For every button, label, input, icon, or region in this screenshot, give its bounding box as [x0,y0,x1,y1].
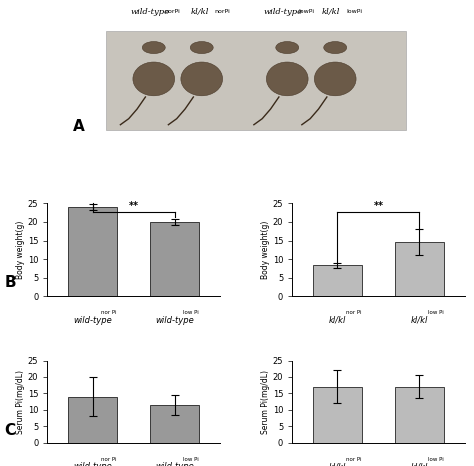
Bar [150,222,199,296]
Bar [106,31,406,130]
Text: B: B [5,275,17,290]
Text: kl/kl: kl/kl [328,462,346,466]
Y-axis label: Body weight(g): Body weight(g) [16,221,25,279]
Text: nor Pi: nor Pi [101,457,117,462]
Text: norPi: norPi [215,9,230,14]
Text: A: A [73,119,84,134]
Text: norPi: norPi [164,9,181,14]
Ellipse shape [324,41,346,54]
Text: nor Pi: nor Pi [346,310,362,315]
Text: low Pi: low Pi [183,457,199,462]
Ellipse shape [190,41,213,54]
Text: kl/kl: kl/kl [410,316,428,325]
Bar [395,242,444,296]
Ellipse shape [142,41,165,54]
Text: low Pi: low Pi [183,310,199,315]
Ellipse shape [133,62,174,96]
Text: C: C [5,423,16,438]
Text: kl/kl: kl/kl [322,8,340,16]
Text: wild-type: wild-type [130,8,169,16]
Text: nor Pi: nor Pi [101,310,117,315]
Text: wild-type: wild-type [73,316,112,325]
Bar [150,405,199,443]
Text: wild-type: wild-type [264,8,302,16]
Text: kl/kl: kl/kl [191,8,209,16]
Text: **: ** [128,200,138,211]
Text: wild-type: wild-type [155,316,194,325]
Ellipse shape [276,41,299,54]
Text: wild-type: wild-type [155,462,194,466]
Text: lowPi: lowPi [346,9,362,14]
Bar [68,207,117,296]
Text: kl/kl: kl/kl [410,462,428,466]
Bar [313,266,362,296]
Ellipse shape [314,62,356,96]
Bar [68,397,117,443]
Y-axis label: Body weight(g): Body weight(g) [261,221,270,279]
Ellipse shape [266,62,308,96]
Bar [395,387,444,443]
Text: kl/kl: kl/kl [328,316,346,325]
Text: low Pi: low Pi [428,310,444,315]
Bar [313,387,362,443]
Ellipse shape [181,62,223,96]
Text: low Pi: low Pi [428,457,444,462]
Y-axis label: Serum Pi(mg/dL): Serum Pi(mg/dL) [261,370,270,433]
Text: lowPi: lowPi [298,9,314,14]
Text: **: ** [374,200,383,211]
Y-axis label: Serum Pi(mg/dL): Serum Pi(mg/dL) [16,370,25,433]
Text: wild-type: wild-type [73,462,112,466]
Text: nor Pi: nor Pi [346,457,362,462]
